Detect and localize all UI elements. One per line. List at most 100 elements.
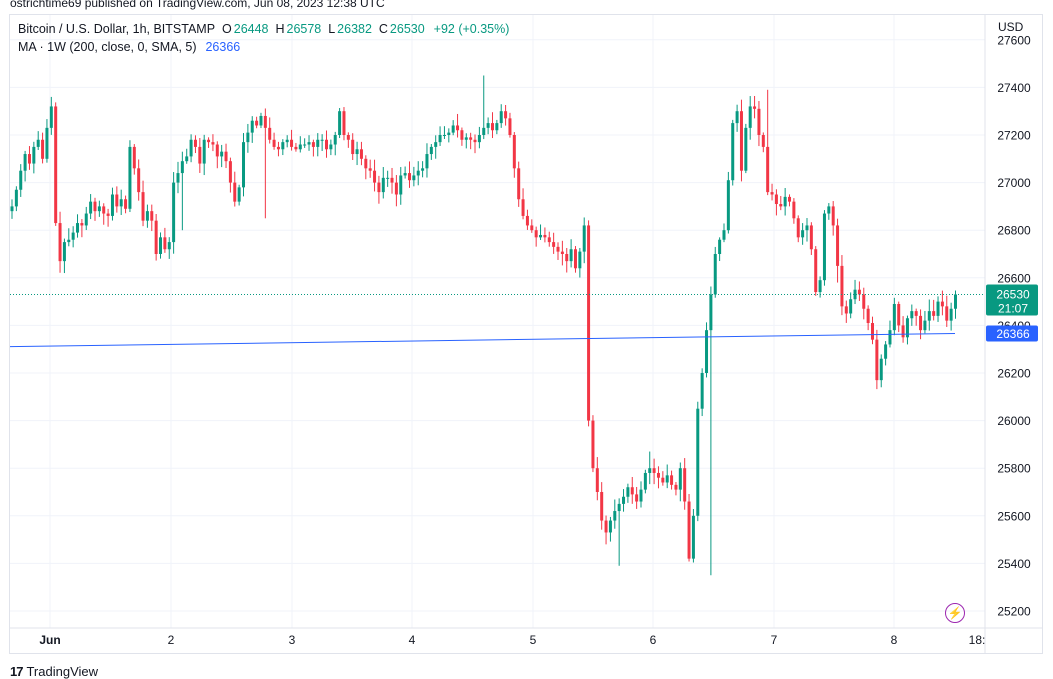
candle-body — [412, 175, 416, 181]
candle-body — [560, 251, 564, 254]
candle-body — [796, 218, 800, 238]
candle-body — [27, 154, 31, 164]
price-tick-label: 27200 — [997, 129, 1031, 143]
candle-body — [67, 239, 71, 243]
candle-body — [809, 225, 813, 250]
candle-body — [700, 373, 704, 409]
candle-body — [552, 242, 556, 247]
candle-body — [237, 187, 241, 202]
candle-body — [110, 194, 114, 216]
candle-body — [940, 301, 944, 307]
candle-body — [342, 111, 346, 135]
candle-body — [884, 344, 888, 359]
candle-body — [525, 215, 529, 226]
candle-body — [233, 182, 237, 202]
candle-body — [857, 289, 861, 295]
time-tick-label: 7 — [771, 633, 778, 647]
candle-body — [582, 225, 586, 252]
price-tick-label: 27000 — [997, 176, 1031, 190]
candle-body — [311, 142, 315, 147]
candle-body — [600, 492, 604, 521]
candle-body — [399, 175, 403, 195]
candle-body — [49, 106, 53, 128]
candle-body — [753, 106, 757, 109]
legend-ma[interactable]: MA · 1W (200, close, 0, SMA, 5) 26366 — [18, 40, 240, 54]
candle-body — [102, 206, 106, 214]
candle-body — [338, 111, 342, 135]
candle-body — [137, 168, 141, 193]
moving-average-path — [9, 332, 956, 348]
lightning-icon[interactable]: ⚡ — [945, 603, 965, 623]
candle-body — [211, 142, 215, 145]
price-tick-label: 26200 — [997, 367, 1031, 381]
candle-body — [635, 494, 639, 502]
price-tick-label: 27600 — [997, 33, 1031, 47]
candle-body — [180, 161, 184, 174]
candle-body — [718, 239, 722, 254]
candle-body — [709, 294, 713, 331]
candle-body — [290, 139, 294, 147]
candle-body — [93, 201, 97, 212]
candle-body — [193, 139, 197, 147]
ma-tag-bg — [986, 325, 1038, 342]
currency-label[interactable]: USD — [998, 20, 1024, 34]
candle-body — [919, 315, 923, 331]
candle-body — [927, 311, 931, 321]
legend-symbol: Bitcoin / U.S. Dollar, 1h, BITSTAMP — [18, 22, 216, 36]
candle-body — [674, 484, 678, 490]
candle-body — [451, 125, 455, 133]
candle-body — [661, 477, 665, 483]
candle-body — [805, 225, 809, 231]
candle-body — [128, 146, 132, 209]
candle-body — [862, 294, 866, 309]
candle-body — [19, 170, 23, 190]
candle-body — [14, 189, 18, 207]
candle-body — [259, 115, 263, 126]
candle-body — [578, 251, 582, 269]
candle-body — [914, 311, 918, 316]
candle-body — [656, 472, 660, 478]
candle-body — [569, 249, 573, 262]
candle-body — [534, 230, 538, 238]
grid-lines — [10, 15, 1043, 654]
time-tick-label: 3 — [289, 633, 296, 647]
candle-body — [346, 135, 350, 140]
candle-body — [163, 237, 167, 250]
candle-body — [469, 137, 473, 140]
candle-body — [517, 168, 521, 200]
candle-body — [250, 120, 254, 133]
candle-body — [897, 303, 901, 326]
candle-body — [351, 139, 355, 155]
candle-body — [879, 358, 883, 381]
candle-body — [320, 139, 324, 141]
legend-ma-label: MA · 1W (200, close, 0, SMA, 5) — [18, 40, 197, 54]
legend-o-label: O — [222, 22, 232, 36]
candle-body — [827, 206, 831, 214]
candle-body — [425, 154, 429, 169]
candle-body — [333, 135, 337, 145]
candle-body — [421, 168, 425, 171]
candle-body — [626, 487, 630, 497]
candle-body — [36, 139, 40, 147]
candle-body — [377, 182, 381, 193]
candle-body — [80, 223, 84, 226]
candle-body — [622, 496, 626, 504]
price-tick-label: 26000 — [997, 414, 1031, 428]
candle-body — [159, 237, 163, 254]
candle-body — [124, 199, 128, 209]
candle-body — [499, 111, 503, 124]
legend-open: 26448 — [233, 22, 269, 36]
candle-body — [89, 201, 93, 214]
candle-body — [263, 115, 267, 128]
candle-body — [954, 294, 957, 309]
ma-value-tag: 26366 — [996, 327, 1030, 341]
candle-body — [932, 311, 936, 316]
candle-body — [145, 211, 149, 221]
candle-body — [504, 111, 508, 119]
candle-body — [185, 156, 189, 162]
candle-body — [189, 139, 193, 157]
legend-h-label: H — [275, 22, 285, 36]
candle-body — [285, 139, 289, 143]
candle-body — [792, 201, 796, 219]
